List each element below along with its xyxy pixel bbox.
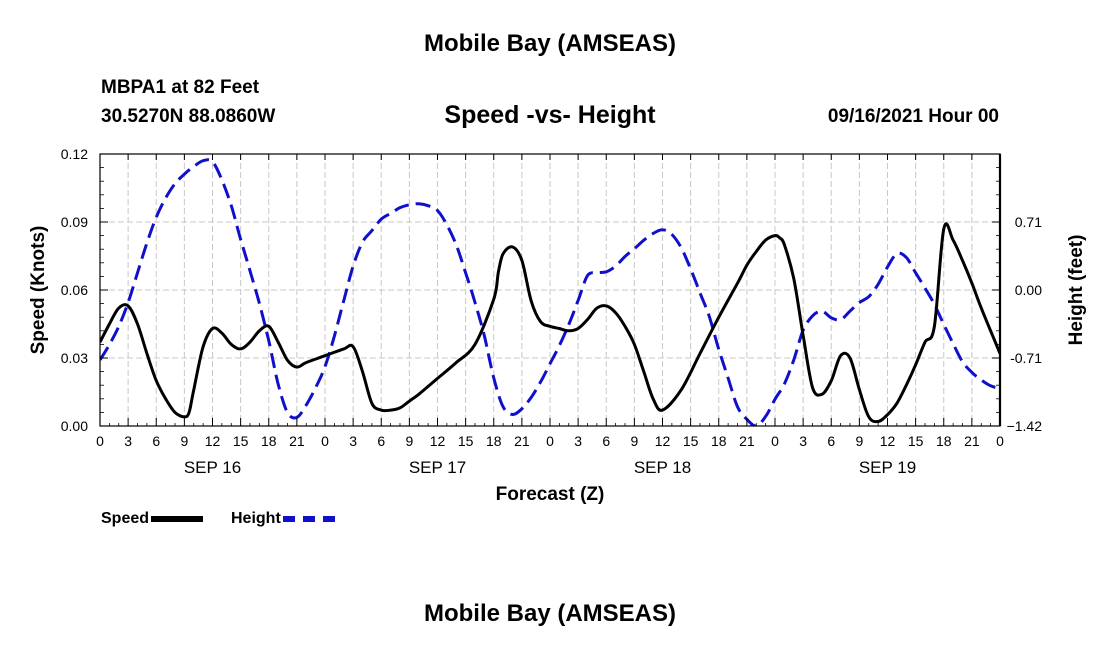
footer-title: Mobile Bay (AMSEAS) (423, 600, 677, 627)
x-tick-label: 21 (739, 433, 755, 449)
x-tick-label: 18 (936, 433, 952, 449)
y2-tick-label: −1.42 (1007, 418, 1043, 434)
x-tick-label: 6 (827, 433, 835, 449)
y-tick-label: 0.00 (61, 418, 88, 434)
x-tick-label: 15 (458, 433, 474, 449)
x-date-label: SEP 18 (634, 458, 691, 477)
speed-series-line (100, 222, 1000, 424)
x-tick-label: 15 (683, 433, 699, 449)
x-tick-label: 0 (771, 433, 779, 449)
x-tick-label: 18 (711, 433, 727, 449)
height-series-line (100, 158, 1000, 426)
x-axis-title: Forecast (Z) (496, 484, 605, 505)
legend-speed: Speed (101, 510, 204, 528)
x-date-label: SEP 16 (184, 458, 241, 477)
x-tick-label: 0 (321, 433, 329, 449)
x-tick-label: 9 (855, 433, 863, 449)
x-date-label: SEP 17 (409, 458, 466, 477)
x-tick-label: 3 (349, 433, 357, 449)
legend-height: Height (231, 510, 335, 528)
x-tick-label: 9 (180, 433, 188, 449)
x-tick-label: 9 (405, 433, 413, 449)
x-tick-label: 6 (152, 433, 160, 449)
legend-height-label: Height (231, 510, 281, 527)
x-tick-label: 9 (630, 433, 638, 449)
y2-tick-label: -0.71 (1010, 350, 1042, 366)
y2-axis-title: Height (feet) (1066, 235, 1087, 346)
forecast-timestamp: 09/16/2021 Hour 00 (827, 106, 999, 127)
x-tick-label: 12 (430, 433, 446, 449)
x-tick-label: 18 (486, 433, 502, 449)
chart-series (100, 158, 1000, 426)
page-title: Mobile Bay (AMSEAS) (423, 30, 677, 57)
y2-tick-label: 0.71 (1015, 214, 1042, 230)
station-label: MBPA1 at 82 Feet (101, 77, 260, 98)
x-tick-label: 15 (908, 433, 924, 449)
x-tick-label: 0 (96, 433, 104, 449)
y-axis-title: Speed (Knots) (28, 226, 49, 355)
x-tick-label: 0 (996, 433, 1004, 449)
legend-height-swatch (282, 516, 335, 522)
x-tick-label: 3 (124, 433, 132, 449)
station-coordinates: 30.5270N 88.0860W (101, 106, 276, 127)
y-tick-label: 0.09 (61, 214, 88, 230)
y-tick-label: 0.06 (61, 282, 88, 298)
x-tick-label: 3 (574, 433, 582, 449)
y-tick-label: 0.12 (61, 146, 88, 162)
y-tick-label: 0.03 (61, 350, 88, 366)
x-tick-label: 21 (289, 433, 305, 449)
x-tick-label: 12 (655, 433, 671, 449)
y2-tick-label: 0.00 (1015, 282, 1042, 298)
x-tick-label: 6 (377, 433, 385, 449)
chart-title: Speed -vs- Height (444, 101, 656, 129)
x-tick-label: 0 (546, 433, 554, 449)
chart-grid (100, 154, 1000, 426)
x-tick-label: 12 (880, 433, 896, 449)
x-tick-label: 21 (514, 433, 530, 449)
x-tick-label: 12 (205, 433, 221, 449)
legend-speed-label: Speed (101, 510, 150, 527)
x-tick-label: 6 (602, 433, 610, 449)
x-tick-label: 21 (964, 433, 980, 449)
x-tick-label: 3 (799, 433, 807, 449)
chart-axes: 0 3 6 9 12 15 18 21 0 3 6 9 12 15 18 21 0 3 6 9 12 15 18 21 0 3 6 9… (61, 146, 1042, 477)
x-tick-label: 18 (261, 433, 277, 449)
x-date-label: SEP 19 (859, 458, 916, 477)
x-tick-label: 15 (233, 433, 249, 449)
legend-speed-swatch (151, 516, 204, 522)
